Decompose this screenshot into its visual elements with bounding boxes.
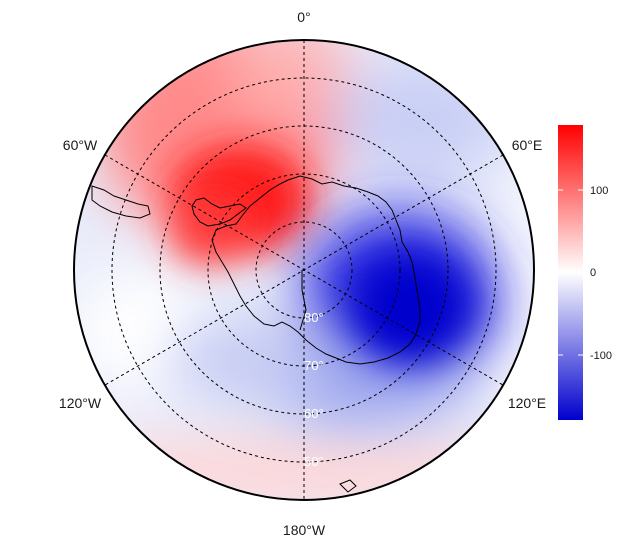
colorbar-tick-label-100: 100 (590, 185, 608, 197)
lat-label-60: 60° (304, 406, 324, 421)
lon-label-60e: 60°E (512, 137, 543, 153)
graticule (104, 40, 504, 500)
lon-label-120w: 120°W (59, 395, 102, 411)
lat-label-50: 50° (304, 454, 324, 469)
south-america-tip-coastline (91, 185, 151, 219)
meridian-60e-120w (104, 154, 504, 386)
lat-label-70: 70° (304, 358, 324, 373)
lat-circle-80 (255, 221, 353, 319)
ice-shelf-line (299, 270, 307, 331)
lon-label-180w: 180°W (283, 522, 326, 538)
antarctic-peninsula-coastline (191, 197, 247, 227)
coastlines (91, 175, 421, 493)
longitude-labels: 0° 60°W 60°E 120°W 120°E 180°W (59, 9, 546, 538)
lon-label-60w: 60°W (63, 137, 98, 153)
lon-label-120e: 120°E (508, 395, 546, 411)
antarctica-coastline (211, 175, 421, 365)
colorbar: 100 0 -100 (558, 125, 612, 420)
lat-label-80: 80° (304, 310, 324, 325)
island-coastline (339, 479, 357, 493)
latitude-labels: 80° 70° 60° 50° (304, 310, 324, 469)
colorbar-tick-label-0: 0 (590, 267, 596, 279)
lon-label-0: 0° (297, 9, 310, 25)
colorbar-tick-label-neg100: -100 (590, 350, 612, 362)
